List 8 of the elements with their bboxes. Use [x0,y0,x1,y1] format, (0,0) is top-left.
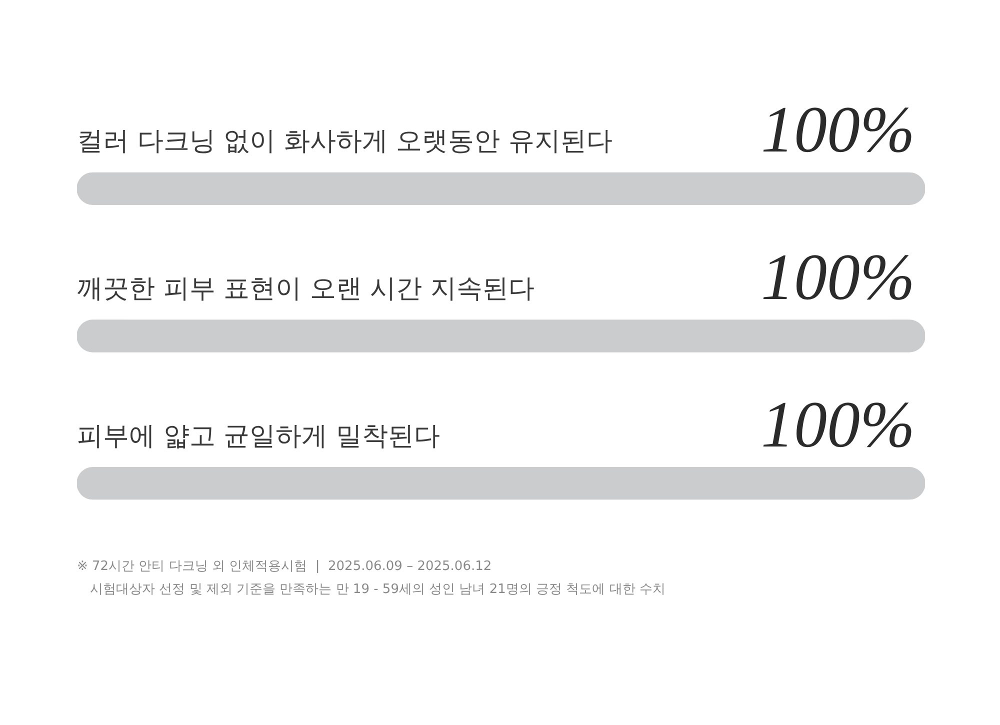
y-tick-label: 컬러 다크닝 없이 화사하게 오랫동안 유지된다 [77,126,612,157]
data-label: 100% [761,241,915,314]
data-label: 100% [761,94,915,167]
text: ※ 72시간 안티 다크닝 외 인체적용시험 | 2025.06.09 – 2025.06.12 [77,559,492,574]
y-tick-label: 깨끗한 피부 표현이 오랜 시간 지속된다 [77,274,534,304]
data-label: 100% [761,388,915,462]
y-tick-label: 피부에 얇고 균일하게 밀착된다 [77,421,440,452]
text: 시험대상자 선정 및 제외 기준을 만족하는 만 19 - 59세의 성인 남녀 21명의 긍정 척도에 대한 수치 [90,582,666,597]
